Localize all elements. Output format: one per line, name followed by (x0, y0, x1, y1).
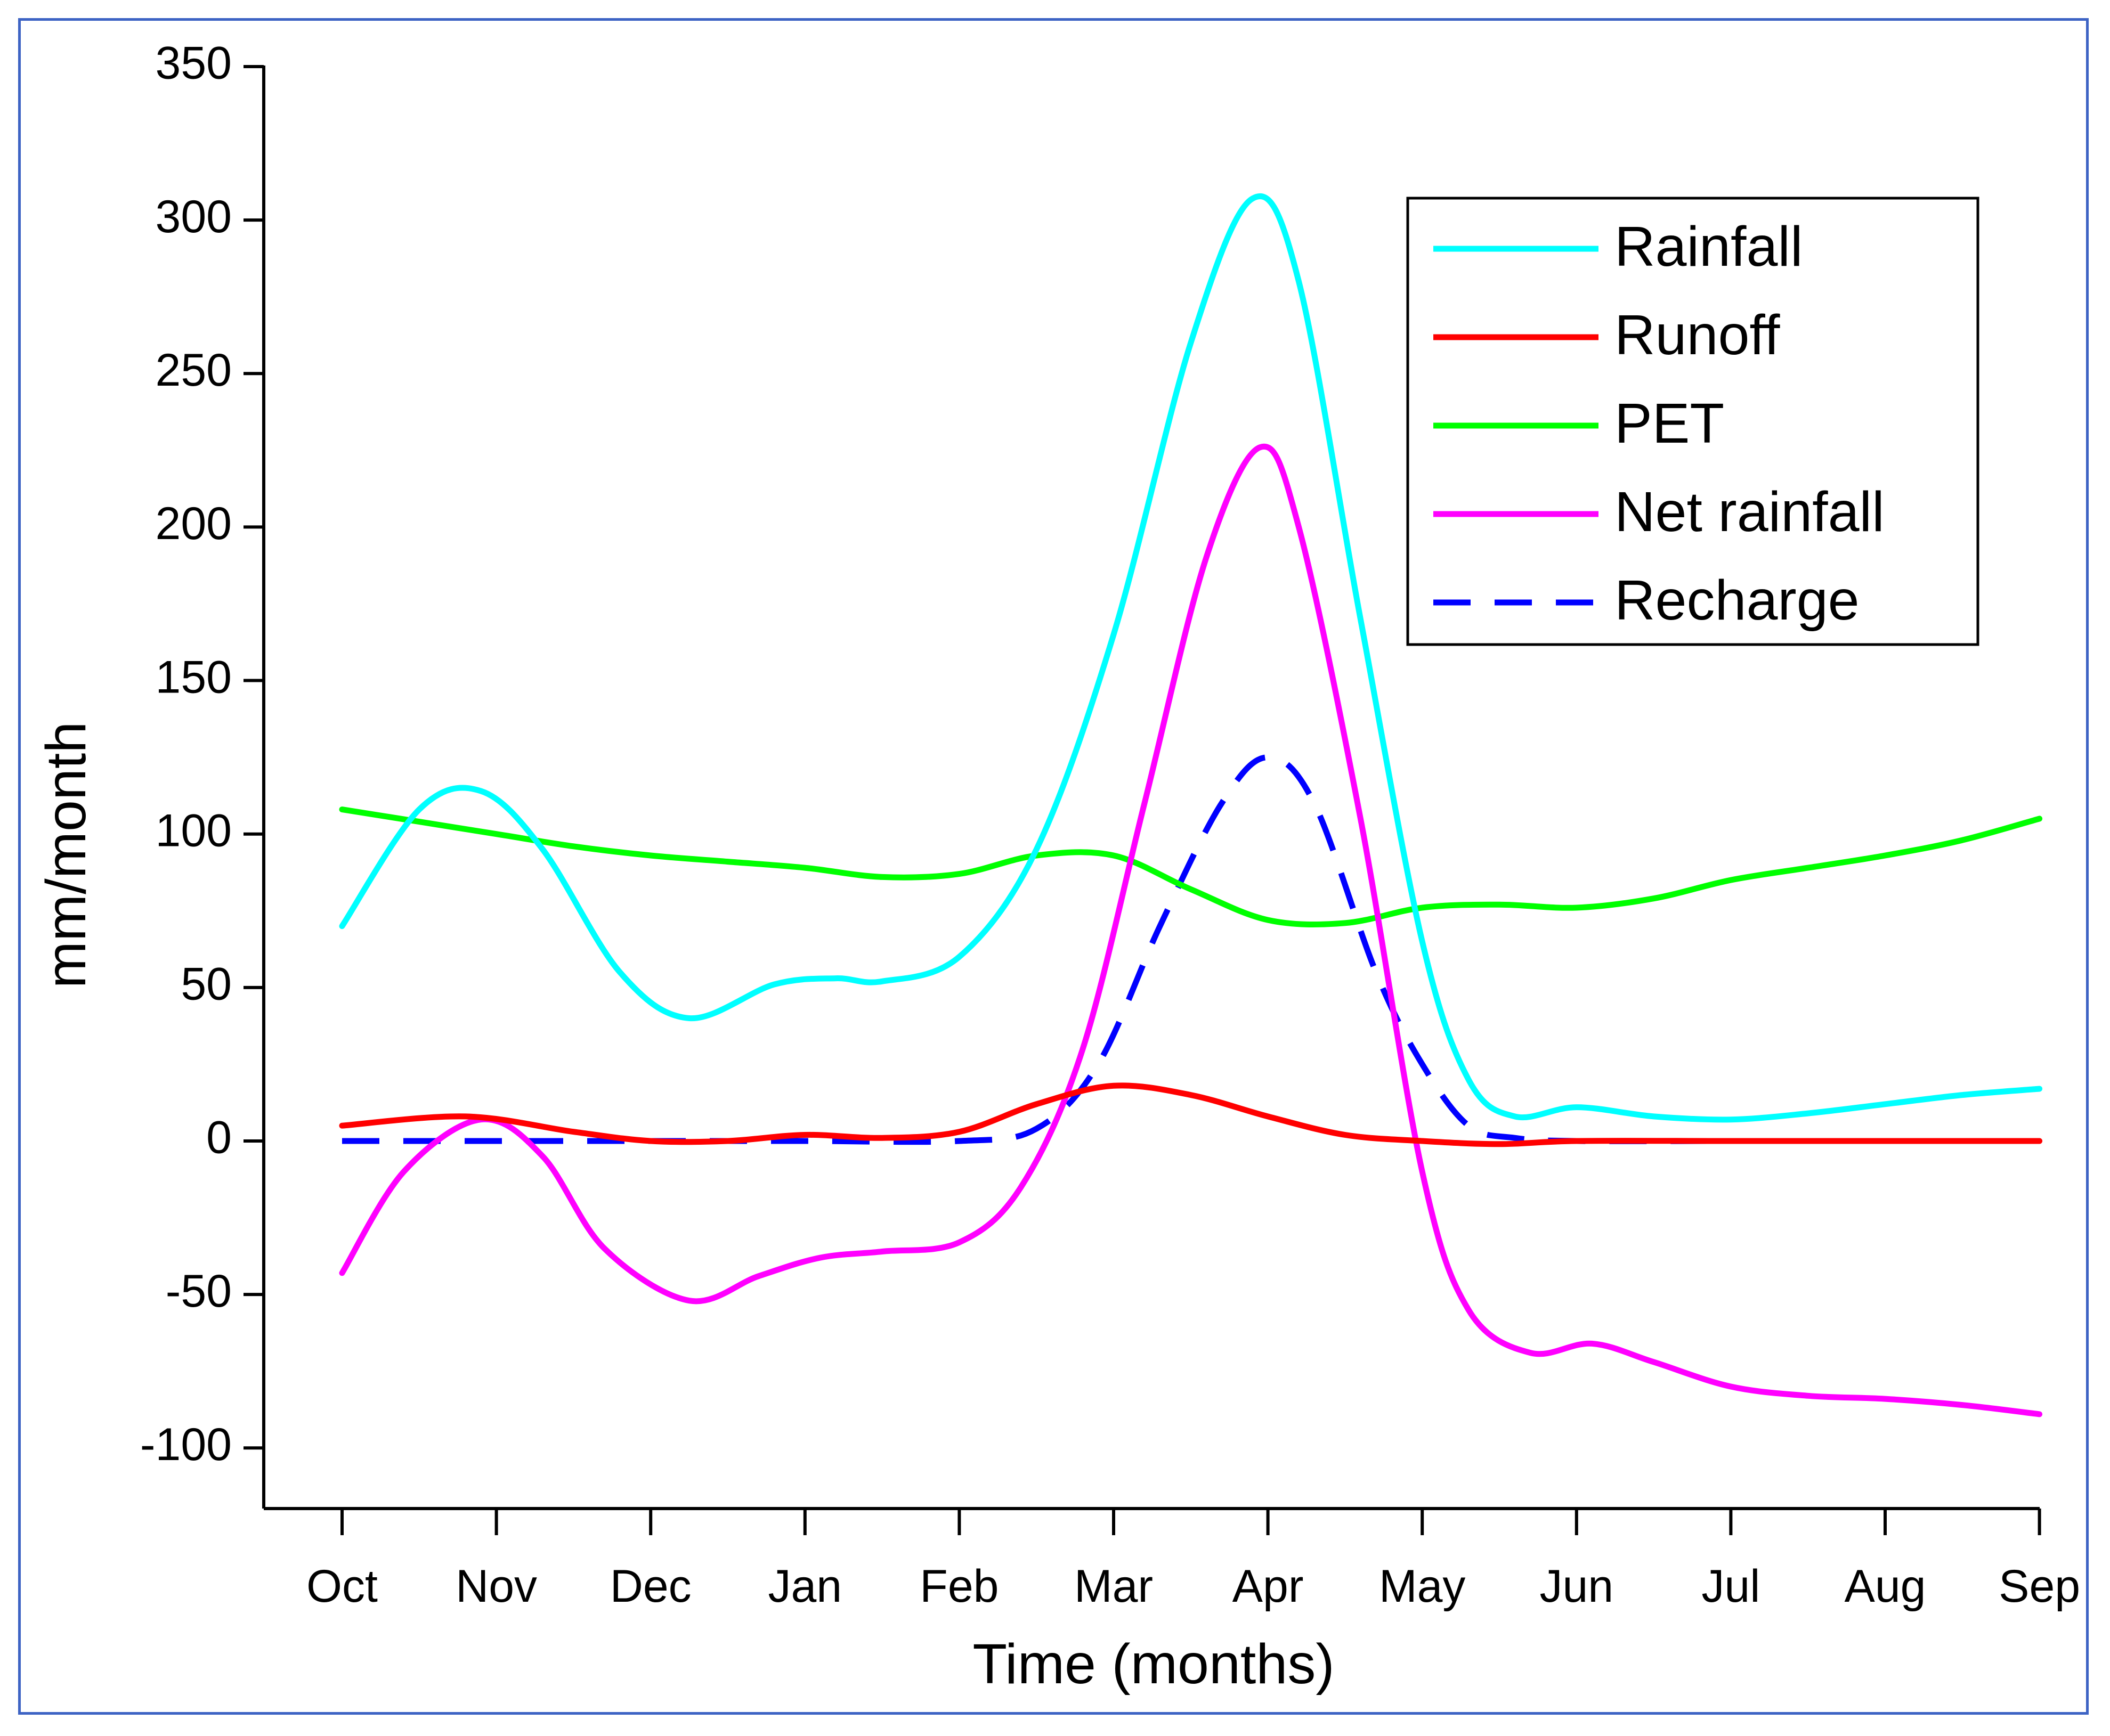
y-tick-label: -50 (166, 1266, 232, 1317)
series-line-rainfall (339, 193, 2043, 1123)
x-tick-label: Oct (306, 1561, 378, 1612)
legend-box (1406, 197, 1979, 646)
x-tick-label: May (1379, 1561, 1465, 1612)
axes (262, 65, 2040, 1510)
legend-label-pet: PET (1614, 392, 1724, 455)
x-tick-label: Jul (1701, 1561, 1760, 1612)
y-tick-label: 0 (206, 1112, 232, 1163)
x-tick-label: Apr (1232, 1561, 1304, 1612)
axis-ticks: 350 300 250 200 150 100 50 0 -50 -100 Oct Nov Dec Jan… (140, 38, 2080, 1612)
y-tick-label: 150 (156, 651, 232, 703)
legend-label-net-rainfall: Net rainfall (1614, 480, 1885, 543)
y-tick-label: 50 (181, 959, 232, 1010)
y-tick-label: 350 (156, 38, 232, 89)
legend-label-runoff: Runoff (1614, 304, 1780, 366)
x-tick-label: Mar (1074, 1561, 1153, 1612)
x-tick-label: Nov (456, 1561, 537, 1612)
legend: Rainfall Runoff PET Net rainfall Recharge (1406, 197, 1979, 646)
y-axis-title: mm/month (35, 722, 98, 989)
x-tick-label: Feb (920, 1561, 999, 1612)
y-tick-label: 250 (156, 345, 232, 396)
y-tick-label: 100 (156, 805, 232, 856)
x-axis-title: Time (months) (972, 1633, 1334, 1696)
series-line-net-rainfall (339, 443, 2043, 1417)
x-tick-label: Aug (1844, 1561, 1926, 1612)
y-tick-label: 200 (156, 498, 232, 549)
series-line-runoff (339, 1082, 2043, 1147)
series-lines (339, 193, 2043, 1417)
legend-label-rainfall: Rainfall (1614, 215, 1803, 278)
x-tick-label: Sep (1999, 1561, 2080, 1612)
legend-label-recharge: Recharge (1614, 569, 1860, 632)
x-tick-label: Jan (768, 1561, 842, 1612)
series-line-pet (339, 806, 2043, 927)
y-tick-label: 300 (156, 191, 232, 242)
y-tick-label: -100 (140, 1419, 232, 1470)
series-line-recharge (342, 754, 2040, 1145)
x-tick-label: Jun (1539, 1561, 1613, 1612)
x-tick-label: Dec (610, 1561, 692, 1612)
